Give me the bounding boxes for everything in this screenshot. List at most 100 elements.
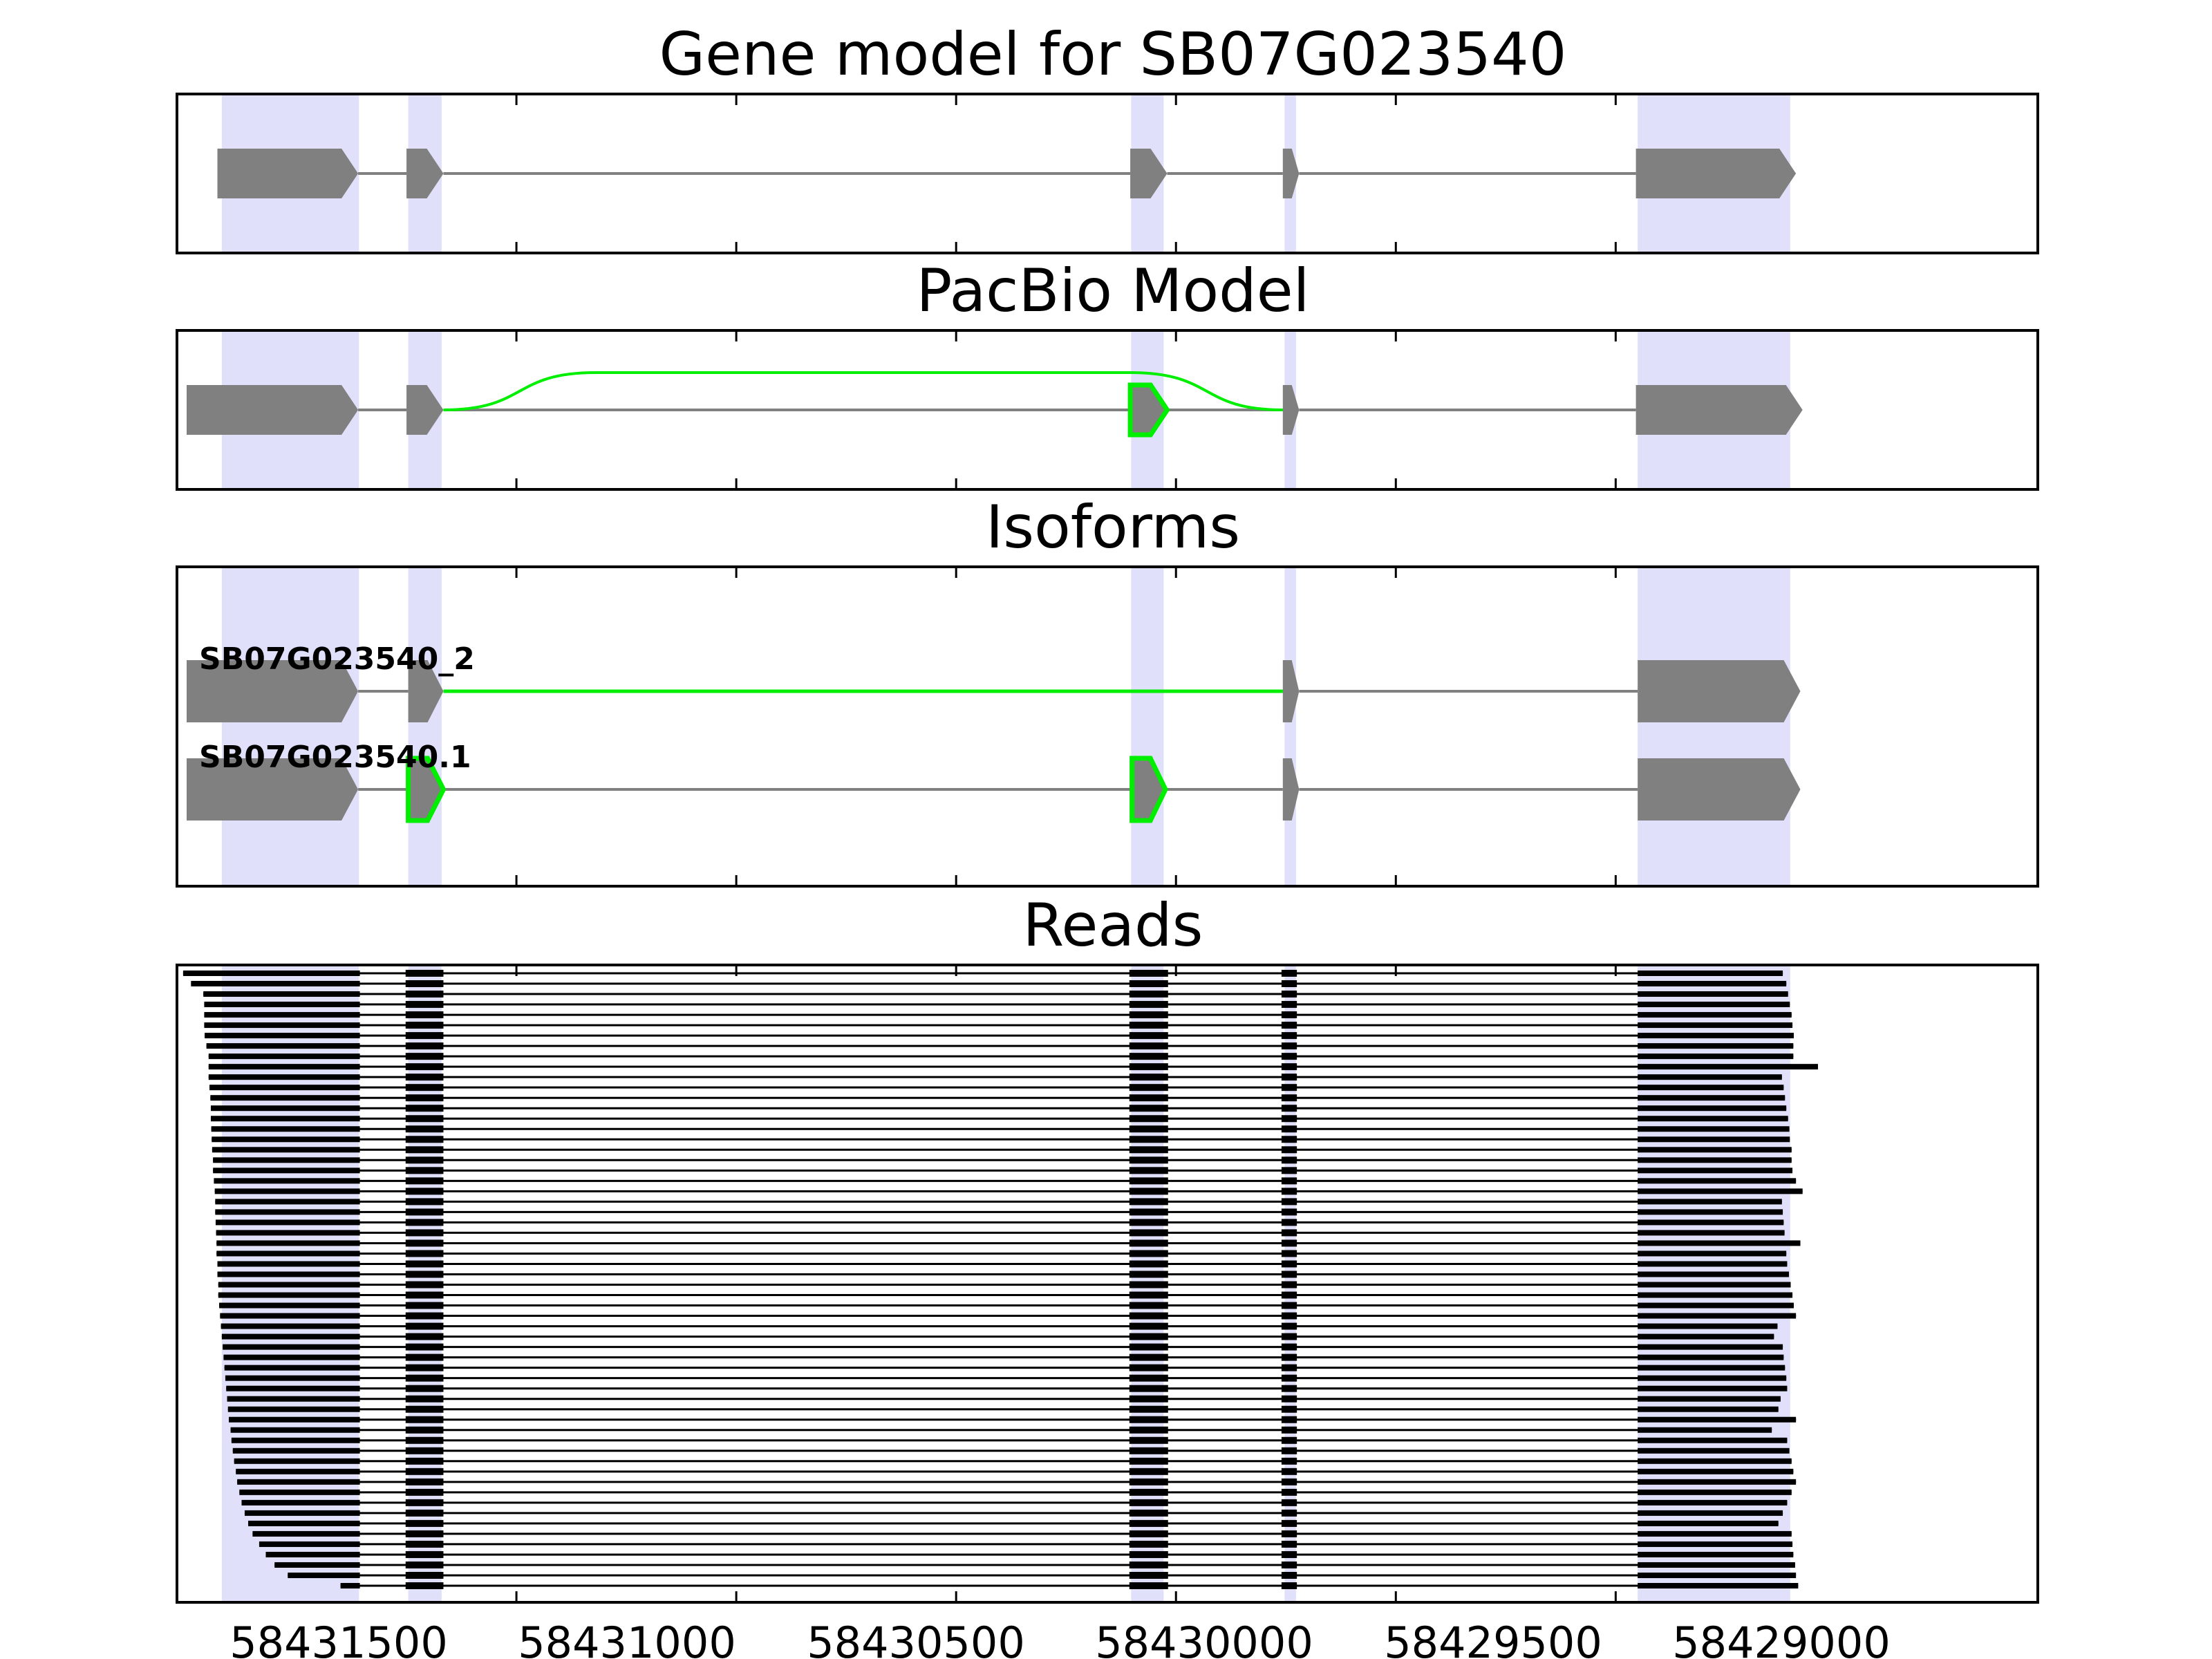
- read: [221, 1322, 1778, 1330]
- x-tick-label: 58430500: [807, 1618, 1025, 1659]
- read-exon-block: [1281, 1219, 1297, 1226]
- read-exon-block: [1129, 1291, 1168, 1299]
- read-exon-block: [1129, 1374, 1168, 1382]
- read-exon-block: [205, 1033, 360, 1039]
- read: [208, 1053, 1794, 1060]
- read-exon-block: [219, 1302, 360, 1309]
- exon: [1635, 149, 1797, 198]
- read-exon-block: [1638, 1053, 1794, 1060]
- read-exon-block: [405, 1229, 444, 1237]
- read: [265, 1550, 1794, 1558]
- read: [212, 1136, 1790, 1143]
- read-exon-block: [1281, 1094, 1297, 1102]
- read-exon-block: [405, 1499, 444, 1506]
- read-exon-block: [218, 1292, 360, 1298]
- read-exon-block: [1281, 1053, 1297, 1060]
- read-exon-block: [1638, 1365, 1785, 1371]
- read-exon-block: [1281, 1447, 1297, 1454]
- read-exon-block: [1638, 1396, 1781, 1402]
- read-exon-block: [1129, 1281, 1168, 1288]
- read-exon-block: [1129, 980, 1168, 988]
- read-exon-block: [1638, 1551, 1794, 1557]
- read-exon-block: [405, 1281, 444, 1288]
- read-exon-block: [212, 1147, 360, 1153]
- read-exon-block: [1638, 1344, 1783, 1350]
- read-exon-block: [1281, 1167, 1297, 1174]
- exon: [1638, 758, 1801, 821]
- read-exon-block: [1638, 1012, 1792, 1018]
- read-exon-block: [405, 1333, 444, 1340]
- read-exon-block: [1129, 1208, 1168, 1216]
- novel-exon: [406, 756, 447, 823]
- read-exon-block: [1129, 1105, 1168, 1112]
- read-exon-block: [1281, 1022, 1297, 1029]
- read-exon-block: [203, 991, 360, 997]
- read-exon-block: [1638, 1250, 1787, 1257]
- read: [206, 1042, 1794, 1050]
- read-exon-block: [1129, 1571, 1168, 1579]
- read-exon-block: [1281, 1136, 1297, 1143]
- plot-frame: [176, 329, 2039, 491]
- read-exon-block: [1129, 1457, 1168, 1465]
- read-exon-block: [1281, 1177, 1297, 1185]
- read-exon-block: [1129, 1239, 1168, 1247]
- read: [227, 1395, 1781, 1403]
- read-exon-block: [405, 991, 444, 998]
- read-exon-block: [405, 1053, 444, 1060]
- read-exon-block: [1638, 1033, 1794, 1039]
- read-exon-block: [1281, 1385, 1297, 1392]
- read-exon-block: [1638, 1136, 1790, 1143]
- read-exon-block: [405, 1291, 444, 1299]
- exon: [1130, 149, 1168, 198]
- read-exon-block: [1281, 1063, 1297, 1071]
- read-exon-block: [1129, 1550, 1168, 1558]
- read-exon-block: [1638, 1302, 1794, 1309]
- read-exon-block: [1129, 1519, 1168, 1527]
- read-exon-block: [405, 1136, 444, 1143]
- read-exon-block: [1638, 1499, 1788, 1506]
- exon-highlight-band: [1131, 567, 1164, 886]
- read-exon-block: [405, 1509, 444, 1517]
- read-exon-block: [1129, 1250, 1168, 1257]
- read: [216, 1250, 1787, 1257]
- read: [215, 1198, 1782, 1206]
- read-exon-block: [1129, 1167, 1168, 1174]
- read: [213, 1167, 1793, 1174]
- read: [210, 1115, 1788, 1123]
- read: [225, 1374, 1787, 1382]
- read-exon-block: [1638, 1219, 1784, 1226]
- read-exon-block: [1638, 1209, 1783, 1215]
- read-exon-block: [1129, 1177, 1168, 1185]
- read-exon-block: [241, 1499, 360, 1506]
- read-exon-block: [1129, 991, 1168, 998]
- read-exon-block: [1129, 1260, 1168, 1268]
- read-exon-block: [1638, 1530, 1792, 1537]
- read-exon-block: [1129, 1074, 1168, 1081]
- read-exon-block: [1281, 1260, 1297, 1268]
- read-exon-block: [405, 1426, 444, 1434]
- read-exon-block: [232, 1447, 360, 1454]
- read: [215, 1208, 1783, 1216]
- read-exon-block: [1638, 1313, 1797, 1319]
- pacbio-model-panel: PacBio Model: [176, 256, 2039, 491]
- read-exon-block: [237, 1479, 360, 1485]
- read-exon-block: [1638, 1489, 1792, 1495]
- exon: [186, 660, 359, 722]
- exon: [1282, 385, 1300, 435]
- read-exon-block: [405, 1457, 444, 1465]
- read-exon-block: [405, 1094, 444, 1102]
- read-exon-block: [405, 1042, 444, 1050]
- read-exon-block: [1638, 1583, 1799, 1588]
- read-exon-block: [1281, 1125, 1297, 1133]
- plot-frame: [176, 93, 2039, 254]
- read-exon-block: [1638, 1468, 1794, 1474]
- read-exon-block: [1129, 1219, 1168, 1226]
- read-exon-block: [1281, 1239, 1297, 1247]
- read-exon-block: [217, 1261, 360, 1267]
- read: [236, 1468, 1794, 1475]
- read-exon-block: [1638, 1240, 1801, 1246]
- read-exon-block: [1281, 1198, 1297, 1206]
- read-exon-block: [206, 1043, 360, 1049]
- read-exon-block: [405, 1571, 444, 1579]
